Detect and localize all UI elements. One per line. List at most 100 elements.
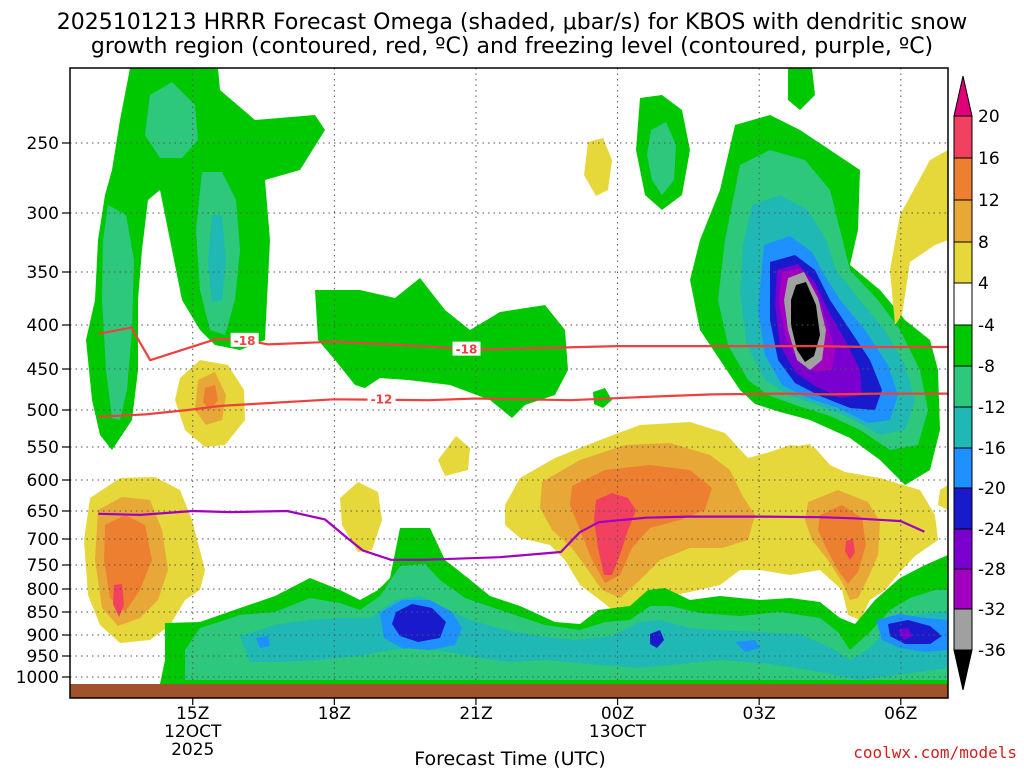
omega-region-right-edge-positive-2 bbox=[938, 485, 948, 510]
x-tick-label-06Z: 06Z bbox=[884, 704, 917, 724]
x-tick-label-18Z: 18Z bbox=[318, 704, 351, 724]
colorbar-bin-12 bbox=[953, 608, 973, 651]
x-tick-date-00Z: 13OCT bbox=[589, 722, 647, 742]
colorbar: 20 16 12 8 4 -4 -8 -12 -16 -20 -24 -28 -32 -36 bbox=[953, 75, 1006, 691]
credit-text: coolwx.com/models bbox=[853, 743, 1017, 762]
contour-dgz-12 bbox=[98, 392, 948, 418]
contour-label-bg-dgz-12-0 bbox=[367, 391, 396, 406]
y-tick-label-1000: 1000 bbox=[16, 668, 59, 688]
x-tick-label-00Z: 00Z bbox=[601, 704, 634, 724]
x-axis-title: Forecast Time (UTC) bbox=[414, 748, 605, 768]
colorbar-label-9: -20 bbox=[978, 479, 1006, 499]
omega-region-mid-left-positive-peak bbox=[203, 385, 218, 410]
y-tick-label-450: 450 bbox=[27, 360, 59, 380]
colorbar-label-1: 16 bbox=[978, 149, 1000, 169]
y-tick-label-950: 950 bbox=[27, 647, 59, 667]
colorbar-top-arrow bbox=[953, 75, 973, 117]
colorbar-bin-9 bbox=[953, 487, 973, 530]
colorbar-bin-8 bbox=[953, 447, 973, 489]
y-tick-label-800: 800 bbox=[27, 580, 59, 600]
y-tick-label-650: 650 bbox=[27, 502, 59, 522]
colorbar-label-7: -12 bbox=[978, 398, 1006, 418]
y-tick-label-750: 750 bbox=[27, 556, 59, 576]
omega-region-upper-left-core-2 bbox=[145, 82, 198, 158]
omega-region-top-right-cell bbox=[788, 68, 815, 110]
y-tick-label-250: 250 bbox=[27, 134, 59, 154]
omega-region-lower-band-small-cell-2 bbox=[735, 640, 760, 652]
x-tick-label-21Z: 21Z bbox=[459, 704, 492, 724]
colorbar-bin-0 bbox=[953, 115, 973, 159]
x-tick-date-15Z: 12OCT bbox=[164, 722, 222, 742]
chart-title-line2: growth region (contoured, red, ºC) and f… bbox=[91, 34, 933, 59]
omega-region-right-complex-peak bbox=[791, 282, 820, 362]
omega-region-lower-band-l5-2 bbox=[888, 620, 942, 644]
omega-region-lower-band-small-cell-3 bbox=[256, 636, 270, 648]
colorbar-bottom-arrow bbox=[953, 649, 973, 691]
omega-region-small-positive-1 bbox=[584, 138, 612, 196]
y-tick-label-500: 500 bbox=[27, 401, 59, 421]
plot-frame bbox=[69, 67, 949, 699]
omega-region-lower-band-l6-2 bbox=[898, 628, 912, 640]
contour-freezing-level bbox=[98, 509, 925, 561]
colorbar-bin-6 bbox=[953, 365, 973, 408]
chart-title-line1: 2025101213 HRRR Forecast Omega (shaded, … bbox=[57, 10, 968, 35]
omega-region-small-positive-2 bbox=[438, 436, 470, 476]
pressure-axis: 250 300 350 400 450 500 550 600 650 700 750 800 850 9… bbox=[16, 134, 70, 688]
contour-label-bg-dgz-18-0 bbox=[230, 332, 259, 347]
y-tick-label-900: 900 bbox=[27, 626, 59, 646]
colorbar-bin-2 bbox=[953, 199, 973, 243]
colorbar-label-12: -32 bbox=[978, 600, 1006, 620]
contour-label-dgz-12-0: -12 bbox=[371, 392, 393, 406]
colorbar-label-10: -24 bbox=[978, 520, 1006, 540]
omega-region-lower-right-positive-l3 bbox=[818, 505, 866, 584]
omega-region-lower-left-positive-peak bbox=[113, 584, 124, 617]
omega-region-lower-center-positive-peak bbox=[594, 493, 636, 575]
contour-label-bg-dgz-18-1 bbox=[452, 341, 481, 356]
colorbar-label-2: 12 bbox=[978, 191, 1000, 211]
omega-region-lower-right-positive-peak bbox=[845, 539, 855, 560]
colorbar-label-11: -28 bbox=[978, 560, 1006, 580]
colorbar-label-3: 8 bbox=[978, 233, 989, 253]
colorbar-label-0: 20 bbox=[978, 107, 1000, 127]
y-tick-label-600: 600 bbox=[27, 471, 59, 491]
contour-label-dgz-18-0: -18 bbox=[234, 334, 256, 348]
temperature-contours: -18 -18 -12 bbox=[98, 326, 948, 561]
colorbar-label-6: -8 bbox=[978, 357, 995, 377]
y-tick-label-350: 350 bbox=[27, 263, 59, 283]
colorbar-bin-5 bbox=[953, 324, 973, 367]
y-tick-label-850: 850 bbox=[27, 603, 59, 623]
plot-grid bbox=[70, 68, 948, 684]
y-tick-label-700: 700 bbox=[27, 530, 59, 550]
omega-shading bbox=[70, 68, 948, 684]
colorbar-label-4: 4 bbox=[978, 274, 989, 294]
omega-region-right-edge-positive-1 bbox=[890, 150, 948, 325]
colorbar-bin-11 bbox=[953, 568, 973, 610]
omega-region-upper-left-core-1 bbox=[102, 205, 134, 420]
omega-region-upper-mid-cell-core bbox=[647, 122, 676, 195]
x-tick-label-03Z: 03Z bbox=[743, 704, 776, 724]
omega-region-lower-left-small-positive bbox=[340, 482, 382, 552]
colorbar-bin-4 bbox=[953, 282, 973, 326]
colorbar-bin-1 bbox=[953, 157, 973, 201]
colorbar-bin-10 bbox=[953, 528, 973, 570]
y-tick-label-550: 550 bbox=[27, 438, 59, 458]
colorbar-bin-7 bbox=[953, 406, 973, 449]
y-tick-label-400: 400 bbox=[27, 316, 59, 336]
colorbar-label-5: -4 bbox=[978, 316, 995, 336]
omega-region-lower-right-small-yellow bbox=[780, 444, 820, 484]
colorbar-label-13: -36 bbox=[978, 641, 1006, 661]
colorbar-label-8: -16 bbox=[978, 439, 1006, 459]
x-tick-label-15Z: 15Z bbox=[176, 704, 209, 724]
ground-surface bbox=[70, 684, 948, 698]
colorbar-bin-3 bbox=[953, 241, 973, 284]
x-tick-year-15Z: 2025 bbox=[171, 740, 214, 760]
contour-dgz-18 bbox=[98, 326, 948, 362]
contour-label-dgz-18-1: -18 bbox=[456, 343, 478, 357]
plot-area: -18 -18 -12 bbox=[70, 68, 948, 698]
omega-region-lower-band-l5-1 bbox=[392, 604, 446, 642]
y-tick-label-300: 300 bbox=[27, 204, 59, 224]
omega-region-upper-left-core-4 bbox=[208, 215, 226, 302]
